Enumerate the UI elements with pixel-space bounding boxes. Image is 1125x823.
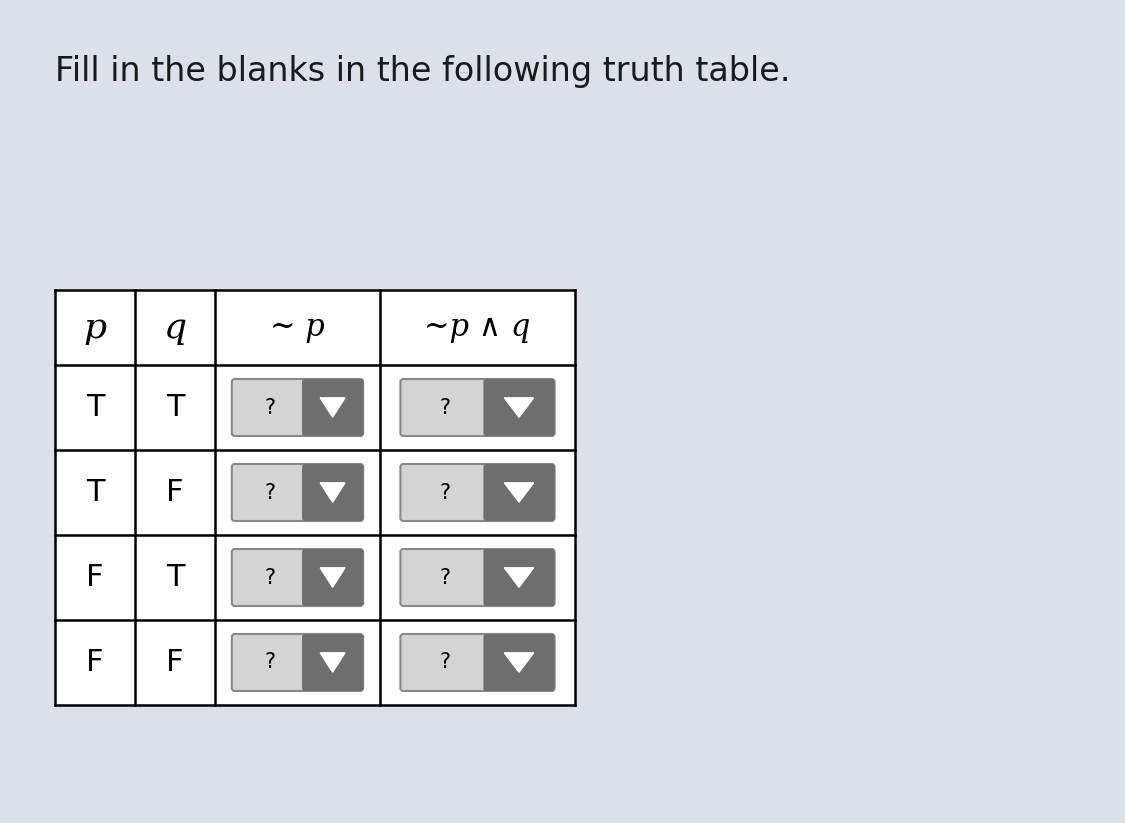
Bar — [486, 467, 510, 518]
Bar — [135, 365, 215, 450]
FancyBboxPatch shape — [400, 549, 555, 606]
Text: p: p — [83, 310, 107, 345]
Bar — [135, 620, 215, 705]
FancyBboxPatch shape — [232, 379, 363, 436]
FancyBboxPatch shape — [302, 634, 363, 691]
Bar — [215, 620, 380, 705]
Bar — [55, 535, 135, 620]
Text: q: q — [163, 310, 187, 345]
Text: Fill in the blanks in the following truth table.: Fill in the blanks in the following trut… — [55, 55, 791, 88]
Text: ~p ∧ q: ~p ∧ q — [424, 312, 531, 343]
FancyBboxPatch shape — [484, 634, 555, 691]
Text: T: T — [86, 393, 105, 422]
Text: ?: ? — [440, 482, 450, 503]
Bar — [55, 290, 135, 365]
Bar — [215, 450, 380, 535]
Bar — [55, 620, 135, 705]
Text: ?: ? — [440, 568, 450, 588]
FancyBboxPatch shape — [302, 549, 363, 606]
Text: ?: ? — [264, 653, 276, 672]
FancyBboxPatch shape — [232, 464, 363, 521]
Bar — [380, 620, 575, 705]
Bar — [486, 637, 510, 688]
FancyBboxPatch shape — [484, 379, 555, 436]
Bar — [380, 535, 575, 620]
Polygon shape — [504, 398, 533, 417]
Bar — [305, 467, 324, 518]
Bar — [486, 552, 510, 603]
Bar — [55, 365, 135, 450]
Polygon shape — [321, 483, 345, 502]
Bar — [486, 382, 510, 433]
Bar — [55, 450, 135, 535]
Bar — [215, 365, 380, 450]
Bar — [135, 450, 215, 535]
Bar — [305, 637, 324, 688]
Polygon shape — [504, 653, 533, 672]
Text: F: F — [166, 648, 183, 677]
Bar — [380, 290, 575, 365]
Bar — [135, 535, 215, 620]
Text: ?: ? — [440, 398, 450, 417]
Text: T: T — [165, 563, 185, 592]
Bar — [380, 365, 575, 450]
Bar — [305, 382, 324, 433]
Bar — [215, 290, 380, 365]
Text: ?: ? — [264, 568, 276, 588]
Bar — [135, 290, 215, 365]
FancyBboxPatch shape — [302, 464, 363, 521]
Polygon shape — [504, 483, 533, 502]
FancyBboxPatch shape — [400, 379, 555, 436]
Text: ?: ? — [264, 482, 276, 503]
Bar — [380, 450, 575, 535]
Text: T: T — [165, 393, 185, 422]
FancyBboxPatch shape — [400, 634, 555, 691]
Bar — [215, 535, 380, 620]
FancyBboxPatch shape — [232, 634, 363, 691]
Text: F: F — [87, 648, 104, 677]
FancyBboxPatch shape — [484, 549, 555, 606]
Polygon shape — [321, 398, 345, 417]
Text: F: F — [87, 563, 104, 592]
Polygon shape — [321, 653, 345, 672]
Text: ?: ? — [264, 398, 276, 417]
Text: F: F — [166, 478, 183, 507]
FancyBboxPatch shape — [302, 379, 363, 436]
Polygon shape — [321, 568, 345, 587]
Bar — [305, 552, 324, 603]
Text: ?: ? — [440, 653, 450, 672]
FancyBboxPatch shape — [400, 464, 555, 521]
Polygon shape — [504, 568, 533, 587]
Text: T: T — [86, 478, 105, 507]
FancyBboxPatch shape — [232, 549, 363, 606]
FancyBboxPatch shape — [484, 464, 555, 521]
Text: ~ p: ~ p — [270, 312, 325, 343]
